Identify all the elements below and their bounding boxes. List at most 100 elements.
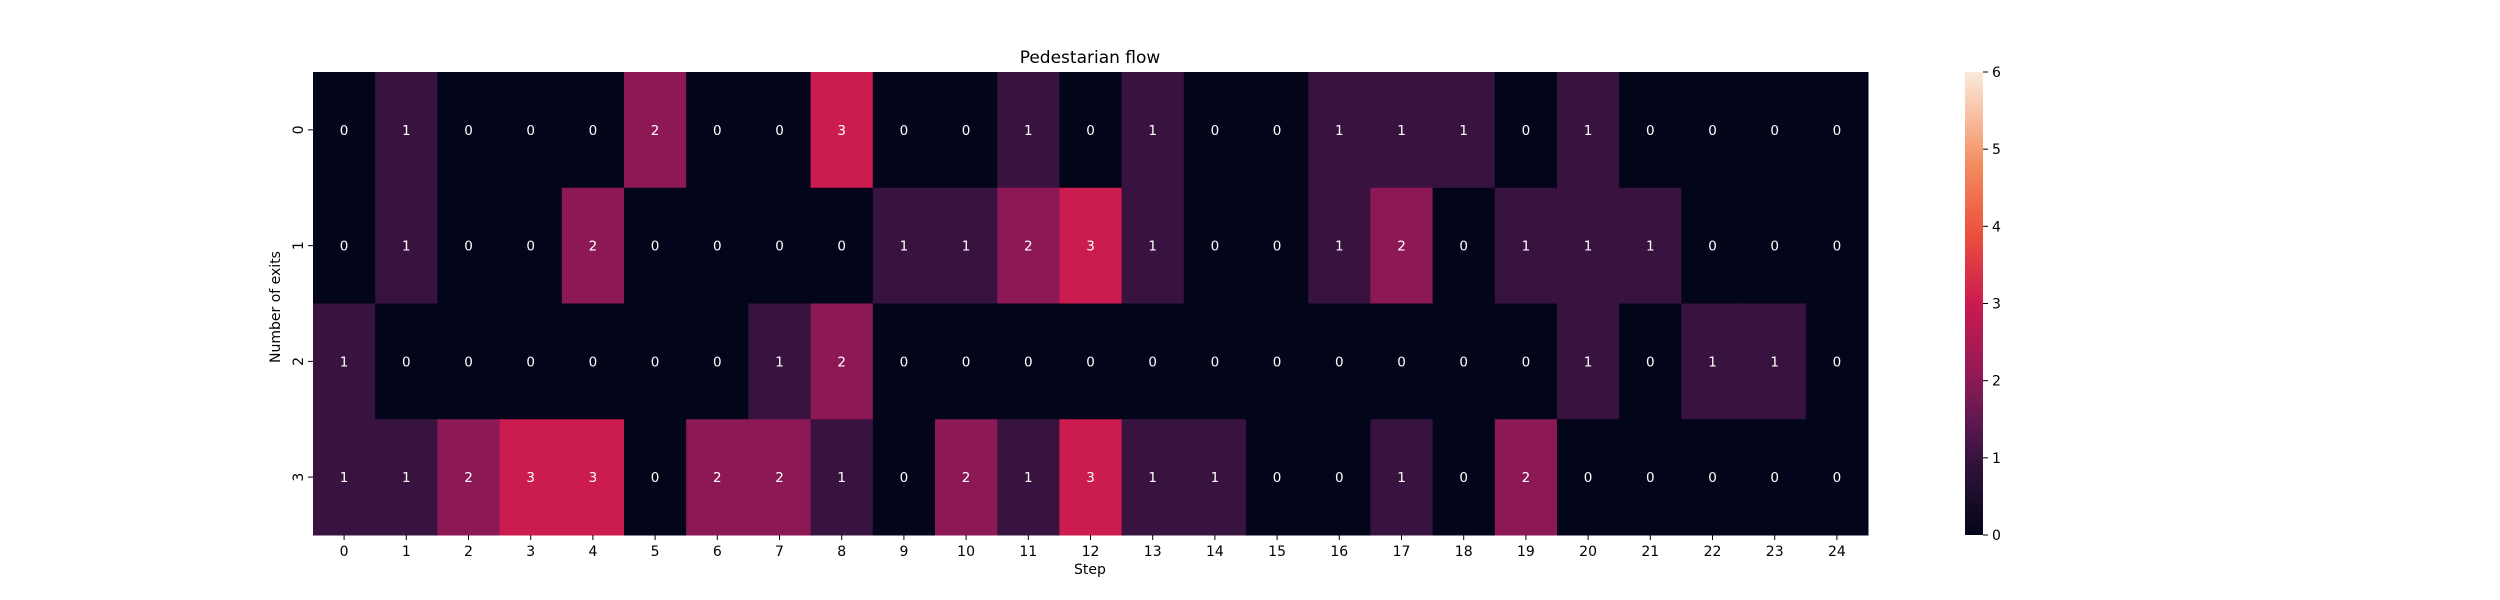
- heatmap-cell: [748, 419, 812, 536]
- cell-value-label: 0: [1086, 354, 1095, 370]
- cell-value-label: 0: [775, 123, 784, 139]
- cell-value-label: 0: [1770, 470, 1779, 486]
- x-tick-label: 23: [1766, 544, 1784, 560]
- heatmap-cell: [810, 72, 874, 189]
- heatmap-cell: [1619, 72, 1682, 189]
- heatmap-cell: [1805, 419, 1869, 536]
- heatmap-cell: [810, 419, 874, 536]
- heatmap-cell: [1183, 419, 1247, 536]
- heatmap-cell: [1494, 303, 1558, 420]
- cell-value-label: 0: [1522, 123, 1531, 139]
- cell-value-label: 1: [1335, 123, 1344, 139]
- heatmap-cell: [1743, 187, 1807, 304]
- cell-value-label: 1: [1024, 470, 1033, 486]
- colorbar-tick-label: 2: [1992, 374, 2001, 390]
- heatmap-cell: [1432, 419, 1496, 536]
- cell-value-label: 0: [1273, 123, 1282, 139]
- y-tick-label: 0: [291, 125, 307, 134]
- heatmap-cell: [1121, 72, 1185, 189]
- heatmap-cell: [872, 419, 936, 536]
- cell-value-label: 0: [589, 354, 598, 370]
- x-tick-label: 24: [1828, 544, 1846, 560]
- heatmap-cell: [1246, 419, 1309, 536]
- cell-value-label: 0: [526, 123, 535, 139]
- x-tick-label: 21: [1641, 544, 1659, 560]
- cell-value-label: 1: [1770, 354, 1779, 370]
- heatmap-cell: [499, 187, 563, 304]
- cell-value-label: 1: [1459, 123, 1468, 139]
- cell-value-label: 0: [1273, 470, 1282, 486]
- cell-value-label: 1: [402, 123, 411, 139]
- heatmap-cell: [748, 72, 812, 189]
- x-tick-label: 2: [464, 544, 473, 560]
- x-tick-label: 4: [588, 544, 597, 560]
- heatmap-cell: [624, 303, 687, 420]
- x-tick-label: 6: [713, 544, 722, 560]
- heatmap-cell: [997, 419, 1060, 536]
- cell-value-label: 0: [1211, 239, 1220, 255]
- cell-value-label: 0: [713, 239, 722, 255]
- heatmap-cell: [997, 303, 1060, 420]
- cell-value-label: 0: [402, 354, 411, 370]
- cell-value-label: 0: [651, 470, 660, 486]
- heatmap-cell: [437, 419, 501, 536]
- cell-value-label: 2: [837, 354, 846, 370]
- x-tick-label: 0: [340, 544, 349, 560]
- heatmap-cell: [1681, 419, 1745, 536]
- cell-value-label: 0: [464, 239, 473, 255]
- cell-value-label: 1: [837, 470, 846, 486]
- x-tick-label: 15: [1268, 544, 1286, 560]
- cell-value-label: 0: [464, 123, 473, 139]
- x-tick-label: 18: [1455, 544, 1473, 560]
- cell-value-label: 0: [651, 239, 660, 255]
- y-axis-ticks: 0 1 2 3: [291, 125, 313, 482]
- heatmap-cell: [437, 72, 501, 189]
- heatmap-cell: [872, 72, 936, 189]
- cell-value-label: 1: [1148, 470, 1157, 486]
- x-tick-label: 22: [1704, 544, 1722, 560]
- x-tick-label: 9: [899, 544, 908, 560]
- heatmap-cell: [935, 419, 998, 536]
- heatmap-cell: [872, 303, 936, 420]
- heatmap-cell: [624, 419, 687, 536]
- cell-value-label: 0: [1459, 470, 1468, 486]
- cell-value-label: 2: [775, 470, 784, 486]
- colorbar-ticks: 0 1 2 3 4 5 6: [1983, 65, 2001, 544]
- heatmap-cell: [1121, 303, 1185, 420]
- cell-value-label: 1: [1397, 470, 1406, 486]
- cell-value-label: 1: [1211, 470, 1220, 486]
- heatmap-cell: [1121, 419, 1185, 536]
- heatmap-cell: [313, 419, 376, 536]
- colorbar-tick-label: 1: [1992, 451, 2001, 467]
- x-tick-label: 19: [1517, 544, 1535, 560]
- cell-value-label: 1: [1335, 239, 1344, 255]
- cell-value-label: 0: [1086, 123, 1095, 139]
- heatmap-cell: [1619, 419, 1682, 536]
- cell-value-label: 0: [900, 123, 909, 139]
- cell-value-label: 1: [900, 239, 909, 255]
- heatmap-cell: [1308, 303, 1371, 420]
- cell-value-label: 1: [402, 470, 411, 486]
- heatmap-cell: [1805, 72, 1869, 189]
- cell-value-label: 2: [962, 470, 971, 486]
- heatmap-cell: [1308, 419, 1371, 536]
- cell-value-label: 1: [1708, 354, 1717, 370]
- y-tick-label: 1: [291, 241, 307, 250]
- heatmap-cell: [1743, 303, 1807, 420]
- cell-value-label: 1: [1148, 123, 1157, 139]
- heatmap-cell: [1743, 419, 1807, 536]
- cell-value-label: 0: [962, 123, 971, 139]
- cell-value-label: 0: [1459, 239, 1468, 255]
- cell-value-label: 0: [900, 470, 909, 486]
- cell-value-label: 0: [1646, 354, 1655, 370]
- heatmap-cell: [1681, 187, 1745, 304]
- cell-value-label: 3: [837, 123, 846, 139]
- heatmap-cell: [624, 187, 687, 304]
- cell-value-label: 1: [775, 354, 784, 370]
- heatmap-cell: [1059, 187, 1123, 304]
- heatmap-cell: [499, 72, 563, 189]
- y-tick-label: 3: [291, 473, 307, 482]
- cell-value-label: 1: [1397, 123, 1406, 139]
- heatmap-cell: [1370, 303, 1434, 420]
- heatmap-cell: [1681, 303, 1745, 420]
